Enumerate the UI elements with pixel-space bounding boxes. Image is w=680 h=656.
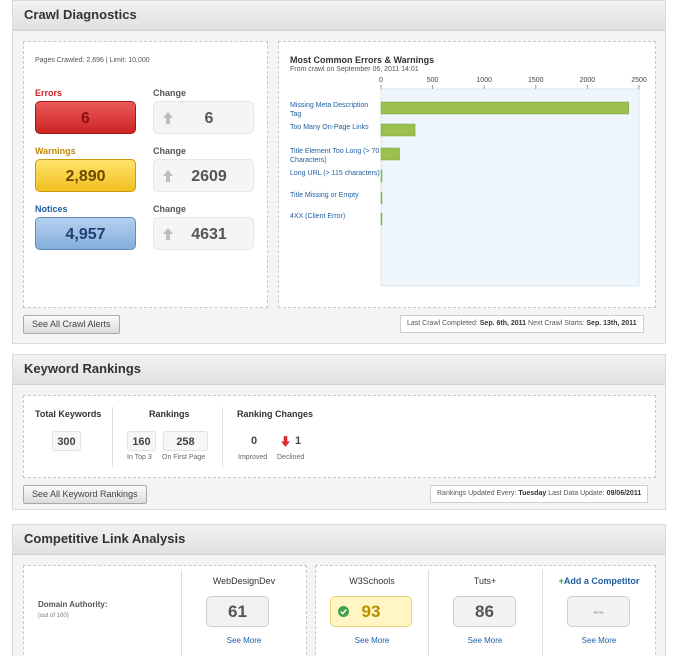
warnings-change-box: 2609 <box>153 159 254 192</box>
domain-authority-sub: (out of 100) <box>38 613 69 619</box>
crawl-schedule-info: Last Crawl Completed: Sep. 6th, 2011 Nex… <box>400 315 644 333</box>
top3-value: 160 <box>127 431 156 451</box>
next-crawl-date: Sep. 13th, 2011 <box>586 320 637 327</box>
keyword-summary-box: Total Keywords 300 Rankings 160 In Top 3… <box>23 395 656 478</box>
chart-category-label[interactable]: 4XX (Client Error) <box>290 213 346 220</box>
top3-caption: In Top 3 <box>127 454 152 461</box>
competitor-score: 86 <box>453 596 516 627</box>
last-update-value: 09/06/2011 <box>606 490 642 497</box>
divider <box>222 407 223 467</box>
add-competitor-link[interactable]: +Add a Competitor <box>543 576 655 586</box>
see-all-keyword-rankings-button[interactable]: See All Keyword Rankings <box>23 485 147 504</box>
updated-value: Tuesday <box>518 490 547 497</box>
warnings-change-label: Change <box>153 146 187 156</box>
errors-change-value: 6 <box>204 110 214 127</box>
last-update-label: Last Data Update: <box>548 490 605 497</box>
arrow-up-icon <box>163 112 173 124</box>
chart-category-label[interactable]: Long URL (> 115 characters) <box>290 170 380 177</box>
competitor-score-value: 93 <box>361 602 381 621</box>
chart-subtitle: From crawl on September 06, 2011 14:01 <box>290 66 419 73</box>
see-more-link[interactable]: See More <box>354 636 390 645</box>
keyword-rankings-title: Keyword Rankings <box>13 355 665 385</box>
total-keywords-label: Total Keywords <box>35 409 102 419</box>
notices-change-label: Change <box>153 204 187 214</box>
notices-label: Notices <box>35 204 68 214</box>
chart-category-label[interactable]: Title Missing or Empty <box>290 192 359 199</box>
see-more-link[interactable]: See More <box>467 636 503 645</box>
errors-change-label: Change <box>153 88 187 98</box>
warnings-label: Warnings <box>35 146 76 156</box>
crawl-diagnostics-panel: Crawl Diagnostics Pages Crawled: 2,696 |… <box>12 0 666 344</box>
last-crawl-label: Last Crawl Completed: <box>407 320 478 327</box>
chart-category-label[interactable]: Too Many On-Page Links <box>290 124 369 131</box>
add-competitor-label: Add a Competitor <box>563 576 640 586</box>
chart-title: Most Common Errors & Warnings <box>290 55 435 65</box>
notices-count[interactable]: 4,957 <box>35 217 136 250</box>
ranking-changes-label: Ranking Changes <box>237 409 314 419</box>
add-competitor-score: -- <box>567 596 630 627</box>
competitive-link-title: Competitive Link Analysis <box>13 525 665 555</box>
see-all-crawl-alerts-button[interactable]: See All Crawl Alerts <box>23 315 120 334</box>
competitor-name: WebDesignDev <box>212 576 276 586</box>
domain-authority-label: Domain Authority: <box>38 600 108 609</box>
warnings-count[interactable]: 2,890 <box>35 159 136 192</box>
competitive-link-panel: Competitive Link Analysis Domain Authori… <box>12 524 666 656</box>
divider <box>112 407 113 467</box>
arrow-down-icon <box>281 436 290 447</box>
competitor-score: 61 <box>206 596 269 627</box>
improved-caption: Improved <box>238 454 268 461</box>
keyword-rankings-panel: Keyword Rankings Total Keywords 300 Rank… <box>12 354 666 510</box>
check-circle-icon <box>338 606 349 617</box>
declined-caption: Declined <box>277 454 305 461</box>
declined-value: 1 <box>295 435 302 447</box>
plus-icon: + <box>558 576 564 586</box>
rankings-update-info: Rankings Updated Every: Tuesday Last Dat… <box>430 485 649 503</box>
chart-category-label[interactable]: Title Element Too Long (> 70 Characters) <box>290 148 380 164</box>
rankings-label: Rankings <box>149 409 190 419</box>
warnings-change-value: 2609 <box>191 168 227 185</box>
arrow-up-icon <box>163 228 173 240</box>
competitor-name: Tuts+ <box>473 576 497 586</box>
last-crawl-date: Sep. 6th, 2011 <box>479 320 527 327</box>
chart-category-label[interactable]: Missing Meta Description Tag <box>290 102 369 118</box>
next-crawl-label: Next Crawl Starts: <box>528 320 585 327</box>
see-more-link[interactable]: See More <box>581 636 617 645</box>
notices-change-box: 4631 <box>153 217 254 250</box>
crawl-summary-box: Pages Crawled: 2,696 | Limit: 10,000 Err… <box>23 41 268 308</box>
domain-authority-box: Domain Authority: (out of 100) WebDesign… <box>23 565 307 656</box>
improved-value: 0 <box>251 435 258 447</box>
first-page-caption: On First Page <box>162 454 206 461</box>
notices-change-value: 4631 <box>191 226 227 243</box>
competitors-box: W3Schools 93 See More Tuts+ 86 See More … <box>315 565 656 656</box>
crawl-diagnostics-title: Crawl Diagnostics <box>13 1 665 31</box>
errors-count[interactable]: 6 <box>35 101 136 134</box>
first-page-value: 258 <box>163 431 208 451</box>
divider <box>181 570 182 656</box>
divider <box>542 570 543 656</box>
errors-label: Errors <box>35 88 63 98</box>
pages-crawled-text: Pages Crawled: 2,696 | Limit: 10,000 <box>35 57 150 64</box>
arrow-up-icon <box>163 170 173 182</box>
updated-label: Rankings Updated Every: <box>437 490 517 497</box>
see-more-link[interactable]: See More <box>226 636 262 645</box>
errors-change-box: 6 <box>153 101 254 134</box>
divider <box>428 570 429 656</box>
competitor-score: 93 <box>330 596 412 627</box>
competitor-name: W3Schools <box>349 576 395 586</box>
total-keywords-value: 300 <box>52 431 81 451</box>
